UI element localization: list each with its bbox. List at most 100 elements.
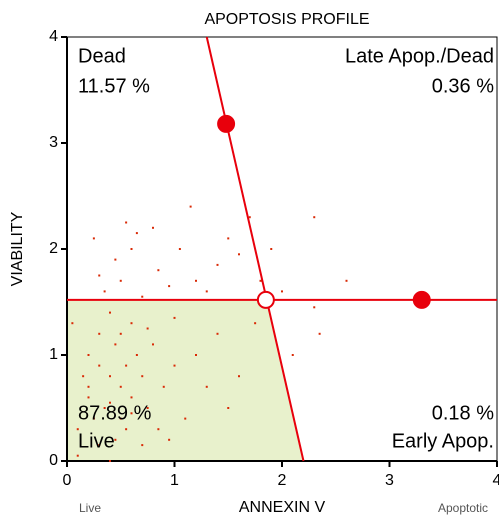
event-dot [109,460,111,462]
quadrant-percent: 0.36 % [432,75,494,97]
quadrant-percent: 87.89 % [78,402,152,424]
quadrant-percent: 0.18 % [432,402,494,424]
event-dot [119,417,122,420]
event-dot [87,354,90,356]
event-dot [98,444,101,447]
event-dot [76,454,79,457]
gate-line [205,36,305,462]
y-tick-label: 0 [49,452,58,469]
x-high-note: Apoptotic [438,501,488,515]
x-tick-label: 0 [63,472,72,489]
event-dot [254,322,257,325]
event-dot [103,290,106,293]
event-dot [109,311,111,314]
event-dot [227,407,230,409]
event-dot [270,248,273,250]
event-dot [195,354,197,356]
event-dot [87,396,90,399]
event-dot [119,332,122,335]
event-dot [184,417,187,420]
quadrant-name: Late Apop./Dead [345,45,494,67]
event-dot [103,407,106,409]
event-dot [173,364,176,367]
event-dot [130,248,133,250]
event-dot [141,375,144,378]
event-dot [238,375,240,378]
event-dot [125,221,128,224]
event-dot [173,316,176,319]
event-dot [130,396,133,399]
live-region [67,299,304,461]
event-dot [227,237,230,240]
event-dot [157,428,160,431]
x-tick-label: 1 [170,472,179,489]
event-dot [125,428,128,431]
gate-handle [412,290,431,309]
chart-title: APOPTOSIS PROFILE [204,11,369,28]
event-dot [114,438,117,441]
y-tick-label: 1 [49,346,58,363]
event-dot [82,375,85,378]
event-dot [152,343,154,346]
gate-handle [217,114,236,133]
event-dot [98,332,101,335]
x-axis-label: ANNEXIN V [239,499,326,516]
event-dot [87,385,90,388]
event-dot [168,438,171,441]
event-dot [98,274,101,277]
event-dot [195,279,197,282]
event-dot [146,407,149,409]
event-dot [259,279,262,282]
event-dot [152,226,154,229]
event-dot [119,279,122,282]
x-tick-label: 3 [385,472,394,489]
quadrant-name: Dead [78,45,126,67]
event-dot [281,290,283,293]
event-dot [125,364,128,367]
event-dot [189,205,192,208]
event-dot [109,401,111,404]
event-dot [216,263,219,266]
event-dot [291,354,294,356]
event-dot [248,216,251,219]
event-dot [92,237,95,240]
event-dot [71,322,74,325]
event-dot [141,295,144,298]
event-dot [238,253,240,256]
event-dot [313,216,316,219]
y-axis-label: VIABILITY [9,211,26,286]
event-dot [141,444,144,447]
event-dot [205,290,208,293]
event-dot [130,412,133,415]
event-dot [162,385,165,388]
event-dot [92,417,95,420]
quadrant-percent: 11.57 % [78,75,150,97]
event-dot [98,364,101,367]
x-tick-label: 4 [493,472,499,489]
quadrant-name: Early Apop. [392,430,494,452]
event-dot [205,385,208,388]
event-dot [135,354,138,356]
event-dot [178,248,181,250]
event-dot [114,343,117,346]
event-dot [76,428,79,431]
event-dot [216,332,219,335]
event-dot [114,258,117,261]
y-tick-label: 2 [49,240,58,257]
gate-handle [256,290,275,309]
y-tick-label: 3 [49,134,58,151]
event-dot [146,327,149,330]
y-tick-label: 4 [49,28,58,45]
event-dot [119,385,122,388]
event-dot [157,269,160,272]
event-dot [313,306,316,309]
event-dot [130,322,133,325]
event-dot [345,279,348,282]
x-tick-label: 2 [278,472,287,489]
x-low-note: Live [79,501,101,515]
event-dot [109,375,111,378]
quadrant-name: Live [78,430,115,452]
event-dot [318,332,321,335]
event-dot [135,232,138,235]
